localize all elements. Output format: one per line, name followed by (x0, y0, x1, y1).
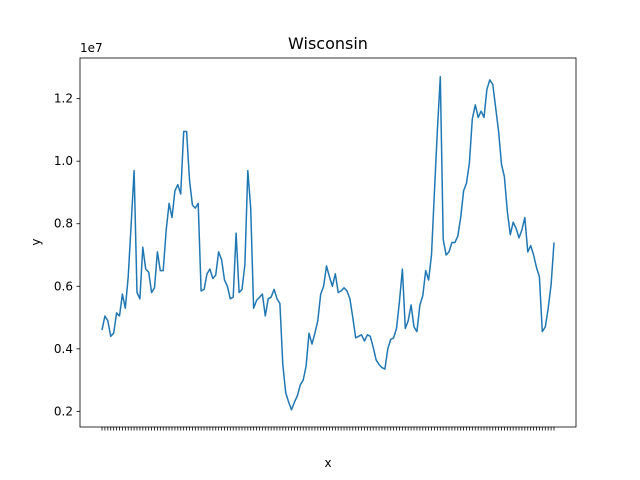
y-tick-label: 0.8 (54, 217, 73, 231)
series-line (101, 76, 555, 411)
chart-title: Wisconsin (288, 34, 368, 53)
plot-frame (79, 57, 577, 428)
y-axis: 0.2 0.4 0.6 0.8 1.0 1.2 (54, 92, 80, 418)
y-tick-label: 0.2 (54, 404, 73, 418)
plot-area (79, 57, 577, 428)
x-axis-label: x (324, 456, 331, 470)
x-axis (101, 427, 555, 431)
y-tick-label: 0.4 (54, 342, 73, 356)
y-tick-label: 0.6 (54, 279, 73, 293)
y-axis-label: y (29, 238, 43, 245)
y-tick-label: 1.0 (54, 154, 73, 168)
y-scale-label: 1e7 (80, 41, 103, 55)
y-tick-label: 1.2 (54, 92, 73, 106)
